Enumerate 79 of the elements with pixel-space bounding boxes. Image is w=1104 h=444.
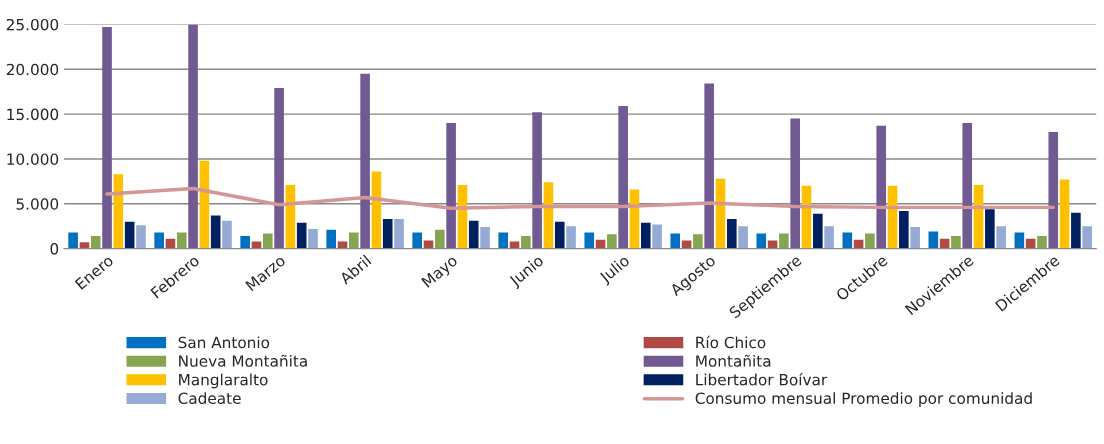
legend-label: Libertador Boívar	[696, 372, 828, 386]
bar	[910, 227, 920, 249]
bar	[1071, 212, 1081, 249]
bar	[102, 27, 112, 249]
bar	[326, 229, 336, 249]
bar	[296, 222, 307, 249]
bar	[360, 73, 370, 249]
bar	[813, 213, 823, 249]
bar	[532, 112, 542, 249]
bar	[584, 232, 595, 249]
legend-label: Río Chico	[696, 335, 766, 349]
bar	[308, 228, 318, 249]
bar	[79, 242, 90, 249]
line-series	[105, 186, 1055, 211]
bar	[566, 226, 576, 249]
bar	[640, 222, 651, 249]
bar	[124, 221, 135, 249]
bar	[435, 229, 445, 249]
bar	[554, 221, 565, 249]
bar	[899, 210, 909, 249]
bar	[337, 241, 348, 249]
bar	[509, 241, 520, 249]
bar	[348, 232, 359, 249]
bar	[188, 24, 198, 249]
y-tick-label: 15.000	[7, 108, 59, 121]
bar	[136, 225, 146, 249]
bar	[618, 106, 628, 249]
y-tick-label: 20.000	[6, 63, 59, 76]
bar	[865, 233, 875, 249]
legend-label: Cadeate	[178, 392, 241, 405]
legend-label: Manglaralto	[179, 373, 268, 389]
bar	[468, 220, 479, 249]
bar	[274, 88, 284, 249]
bar	[240, 236, 250, 249]
bar	[412, 232, 423, 249]
bar	[1082, 226, 1092, 249]
bar	[790, 118, 801, 249]
bar	[607, 234, 617, 249]
bar	[480, 227, 490, 249]
bar	[962, 123, 973, 249]
bar	[521, 236, 531, 249]
bar	[222, 220, 232, 249]
bar	[176, 232, 187, 249]
bar	[779, 233, 789, 249]
y-tick-label: 0	[50, 243, 59, 255]
bar	[842, 232, 853, 249]
bar	[726, 219, 737, 249]
bar	[693, 234, 703, 249]
bar	[394, 219, 404, 249]
bar	[68, 232, 78, 249]
bar	[985, 209, 995, 249]
y-tick-label: 10.000	[7, 153, 59, 165]
bar	[498, 232, 509, 249]
bar	[1059, 179, 1070, 249]
legend-label: Nueva Montañita	[179, 354, 307, 367]
bar	[446, 123, 456, 249]
bar	[756, 233, 767, 249]
bar	[1014, 232, 1025, 249]
bar	[652, 224, 662, 249]
bar	[876, 125, 887, 249]
bar	[382, 219, 393, 249]
legend-label: Consumo mensual Promedio por comunidad	[695, 392, 1032, 407]
legend-label: San Antonio	[178, 336, 270, 349]
bar	[824, 226, 834, 249]
bar	[1037, 236, 1047, 249]
y-tick-label: 25.000	[6, 18, 59, 31]
bar	[262, 233, 273, 249]
bar	[1048, 132, 1059, 249]
bar	[154, 232, 164, 249]
legend-label: Montañita	[696, 354, 771, 367]
bar	[251, 241, 262, 249]
bar	[210, 215, 221, 249]
bar	[996, 226, 1006, 249]
bar	[738, 226, 748, 249]
y-tick-label: 5.000	[16, 198, 59, 210]
bar	[951, 236, 961, 249]
bar	[90, 236, 101, 249]
bar	[670, 233, 681, 249]
bar	[704, 83, 714, 249]
